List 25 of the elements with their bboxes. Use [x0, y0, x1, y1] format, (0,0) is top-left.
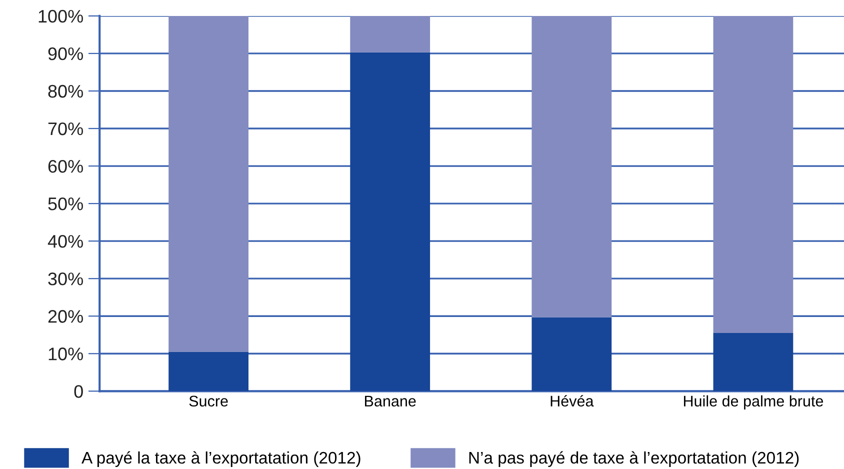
bar — [713, 332, 794, 392]
bar — [168, 16, 248, 352]
bar — [713, 16, 794, 333]
x-tick-label: Banane — [365, 396, 416, 407]
y-tick-label: 80% — [48, 84, 83, 98]
x-tick-label: Sucre — [189, 396, 228, 407]
y-tick-label: 70% — [48, 122, 83, 136]
y-tick-label: 40% — [48, 235, 83, 248]
y-tick-label: 100% — [38, 10, 83, 23]
y-tick-label: 90% — [48, 47, 83, 60]
y-tick-label: 50% — [48, 197, 83, 210]
y-tick-label: 20% — [48, 310, 83, 323]
y-tick-label: 60% — [48, 160, 83, 173]
x-tick-label: Huile de palme brute — [684, 395, 824, 410]
bar — [350, 52, 430, 392]
y-tick-label: 10% — [48, 348, 83, 360]
bar — [350, 16, 430, 52]
y-tick-label: 30% — [48, 272, 83, 286]
legend-label: N’a pas payé de taxe à l’exportatation (2012) — [469, 451, 799, 467]
bar — [532, 16, 612, 318]
y-tick-label: 0 — [74, 385, 83, 398]
legend-label: A payé la taxe à l’exportatation (2012) — [82, 451, 360, 467]
bar — [532, 317, 612, 392]
bar — [168, 352, 248, 392]
x-tick-label: Hévéa — [550, 395, 594, 407]
